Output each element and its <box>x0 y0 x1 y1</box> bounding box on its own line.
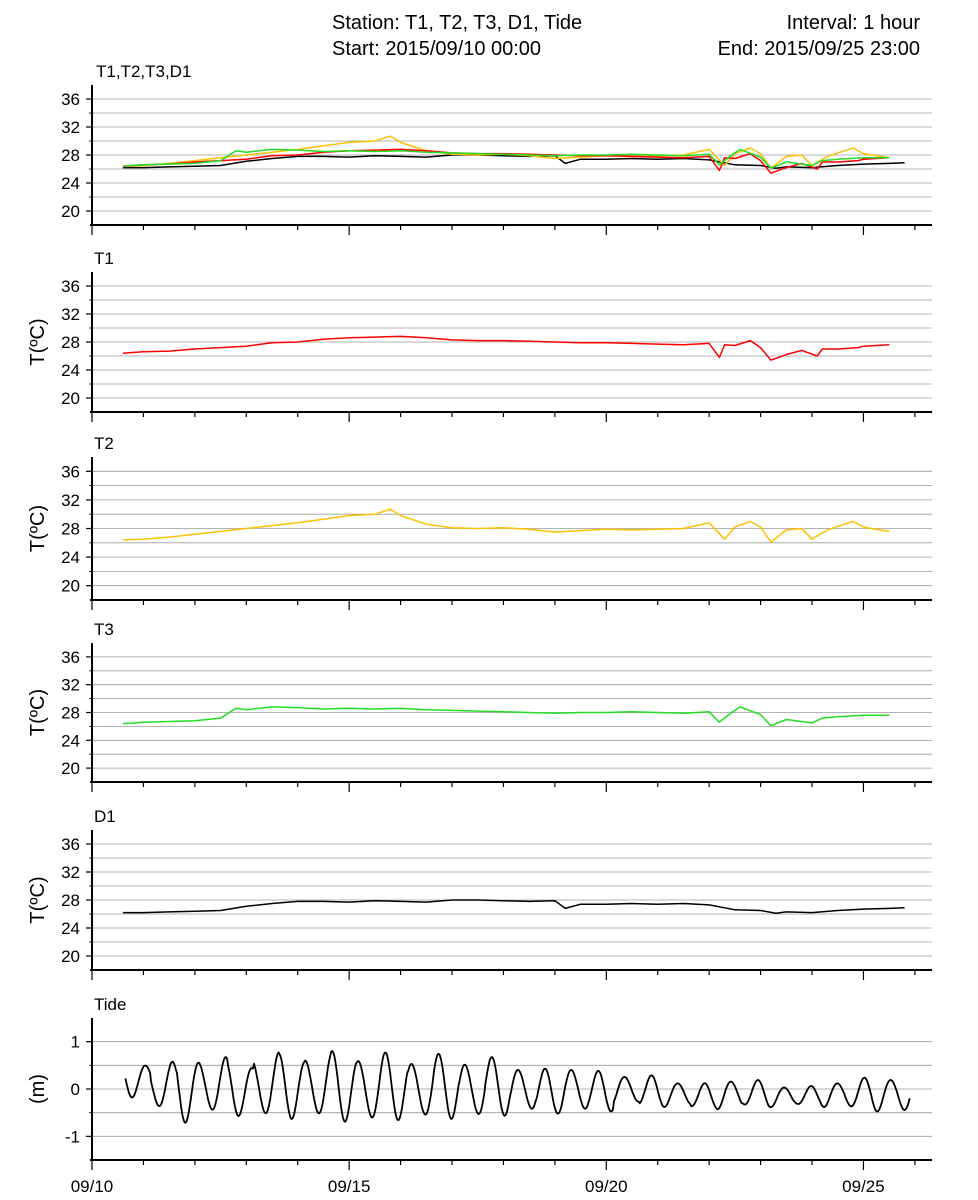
y-tick-label: 20 <box>61 577 80 596</box>
panel-title: T1,T2,T3,D1 <box>96 62 191 81</box>
y-tick-label: 20 <box>61 389 80 408</box>
panel-D1: 20 24 28 32 36 D1 T(ºC) <box>27 807 932 980</box>
y-axis-label: T(ºC) <box>27 505 49 552</box>
panel-T1: 20 24 28 32 36 T1 T(ºC) <box>27 249 932 422</box>
y-tick-label: 28 <box>61 520 80 539</box>
y-tick-label: 24 <box>61 919 80 938</box>
panel-combined: 20 24 28 32 36 T1,T2,T3,D1 <box>61 62 932 235</box>
panel-title: T1 <box>94 249 114 268</box>
series-line-T2 <box>122 135 890 170</box>
y-tick-label: 36 <box>61 90 80 109</box>
y-tick-label: 28 <box>61 333 80 352</box>
station-label: Station: T1, T2, T3, D1, Tide <box>332 12 583 34</box>
y-tick-label: 36 <box>61 462 80 481</box>
series-line-D1 <box>122 899 905 915</box>
series-line-T1 <box>122 148 890 174</box>
y-tick-label: 28 <box>61 704 80 723</box>
y-tick-label: 20 <box>61 947 80 966</box>
panel-tide: -1 0 1 Tide (m) 09/10 09/15 09/20 09/25 <box>27 995 932 1196</box>
y-axis-label: T(ºC) <box>27 318 49 365</box>
y-tick-label: 20 <box>61 759 80 778</box>
y-axis-label: (m) <box>27 1074 49 1104</box>
start-label: Start: 2015/09/10 00:00 <box>332 38 542 60</box>
y-tick-label: 36 <box>61 277 80 296</box>
panel-T3: 20 24 28 32 36 T3 T(ºC) <box>27 620 932 792</box>
y-tick-label: 32 <box>61 676 80 695</box>
x-tick-label: 09/10 <box>71 1177 114 1196</box>
y-tick-label: 24 <box>61 731 80 750</box>
interval-label: Interval: 1 hour <box>786 12 920 34</box>
series-line-T1 <box>122 335 890 361</box>
y-tick-label: 32 <box>61 491 80 510</box>
y-tick-label: 20 <box>61 202 80 221</box>
y-tick-label: 32 <box>61 305 80 324</box>
y-tick-label: 0 <box>71 1080 80 1099</box>
y-tick-label: -1 <box>65 1127 80 1146</box>
y-tick-label: 24 <box>61 361 80 380</box>
x-tick-label: 09/20 <box>585 1177 628 1196</box>
y-tick-label: 36 <box>61 835 80 854</box>
panel-title: D1 <box>94 807 116 826</box>
y-tick-label: 32 <box>61 118 80 137</box>
y-axis-label: T(ºC) <box>27 689 49 736</box>
series-line-T3 <box>122 706 890 727</box>
y-tick-label: 36 <box>61 648 80 667</box>
series-line-T2 <box>122 508 890 543</box>
y-tick-label: 24 <box>61 548 80 567</box>
series-line-T3 <box>122 148 890 170</box>
y-axis-label: T(ºC) <box>27 876 49 923</box>
panel-title: Tide <box>94 995 126 1014</box>
panel-title: T2 <box>94 434 114 453</box>
chart-header: Station: T1, T2, T3, D1, Tide Start: 201… <box>0 0 978 70</box>
y-tick-label: 32 <box>61 863 80 882</box>
y-tick-label: 24 <box>61 174 80 193</box>
panel-T2: 20 24 28 32 36 T2 T(ºC) <box>27 434 932 610</box>
y-tick-label: 1 <box>71 1033 80 1052</box>
x-tick-label: 09/15 <box>328 1177 371 1196</box>
series-line-tide <box>124 1050 911 1124</box>
x-tick-label: 09/25 <box>842 1177 885 1196</box>
end-label: End: 2015/09/25 23:00 <box>717 38 920 60</box>
panel-title: T3 <box>94 620 114 639</box>
y-tick-label: 28 <box>61 891 80 910</box>
y-tick-label: 28 <box>61 146 80 165</box>
